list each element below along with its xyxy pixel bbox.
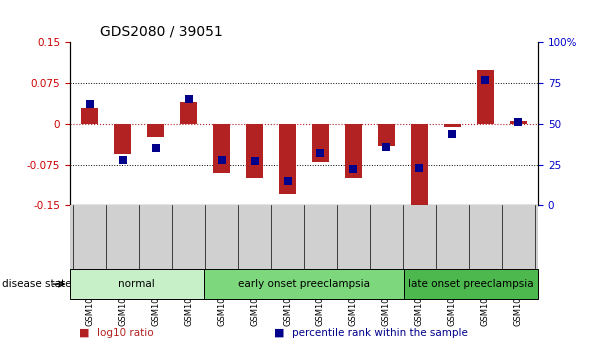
Bar [279, 124, 295, 194]
Point [382, 144, 392, 149]
Text: GDS2080 / 39051: GDS2080 / 39051 [100, 25, 223, 39]
Bar [313, 124, 329, 162]
Bar [213, 124, 230, 173]
Point [316, 150, 325, 156]
Bar [147, 124, 164, 137]
Point [415, 165, 424, 171]
Point [513, 119, 523, 125]
Text: early onset preeclampsia: early onset preeclampsia [238, 279, 370, 289]
Point [348, 167, 358, 172]
Text: log10 ratio: log10 ratio [97, 328, 154, 338]
Bar [114, 124, 131, 154]
Bar [378, 124, 395, 145]
Point [283, 178, 292, 184]
Point [447, 131, 457, 137]
Bar [181, 102, 197, 124]
Bar [477, 70, 494, 124]
Text: late onset preeclampsia: late onset preeclampsia [409, 279, 534, 289]
Bar [510, 121, 527, 124]
Point [85, 102, 95, 107]
Bar [246, 124, 263, 178]
Bar [345, 124, 362, 178]
Text: ■: ■ [79, 328, 89, 338]
Text: percentile rank within the sample: percentile rank within the sample [292, 328, 468, 338]
Point [480, 77, 490, 83]
Bar [81, 108, 98, 124]
Point [250, 159, 260, 164]
Bar [444, 124, 461, 127]
Text: normal: normal [119, 279, 155, 289]
Point [151, 145, 161, 151]
Point [184, 97, 193, 102]
Point [118, 157, 128, 162]
Point [216, 157, 226, 162]
Bar [411, 124, 427, 208]
Text: disease state: disease state [2, 279, 71, 289]
Text: ■: ■ [274, 328, 284, 338]
